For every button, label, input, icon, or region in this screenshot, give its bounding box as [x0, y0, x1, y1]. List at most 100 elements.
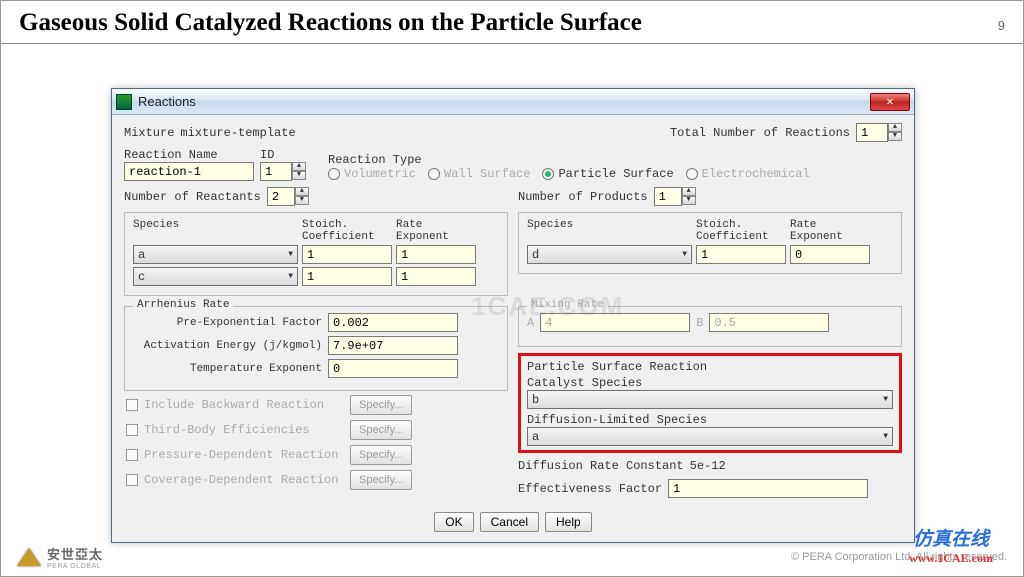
pre-exponential-label: Pre-Exponential Factor: [133, 317, 328, 329]
num-products-input[interactable]: [654, 187, 682, 206]
stamp-url: www.1CAE.com: [909, 551, 993, 566]
reactants-header-stoich: Stoich. Coefficient: [302, 219, 392, 243]
specify-button[interactable]: Specify...: [350, 445, 412, 465]
radio-wall-surface-label: Wall Surface: [444, 167, 530, 181]
psr-legend: Particle Surface Reaction: [527, 360, 893, 374]
reactant-species-dropdown[interactable]: c: [133, 267, 298, 286]
dropdown-value: d: [532, 248, 539, 262]
radio-particle-surface-label: Particle Surface: [558, 167, 673, 181]
titlebar[interactable]: Reactions ✕: [112, 89, 914, 115]
spinner-down[interactable]: ▼: [295, 196, 309, 205]
arrhenius-fieldset: Arrhenius Rate Pre-Exponential Factor Ac…: [124, 306, 508, 391]
mixture-value: mixture-template: [180, 126, 295, 140]
window-title: Reactions: [138, 94, 196, 109]
reactant-rate-input[interactable]: [396, 267, 476, 286]
total-reactions-input[interactable]: [856, 123, 888, 142]
reaction-name-label: Reaction Name: [124, 148, 254, 162]
ok-button[interactable]: OK: [434, 512, 473, 532]
radio-volumetric-label: Volumetric: [344, 167, 416, 181]
mixing-b-input: [709, 313, 829, 332]
page-number: 9: [998, 18, 1005, 33]
radio-electrochemical-label: Electrochemical: [702, 167, 810, 181]
dropdown-value: b: [532, 393, 539, 407]
diffusion-rate-constant-label: Diffusion Rate Constant: [518, 459, 684, 473]
dropdown-value: a: [532, 430, 539, 444]
checkbox-pressure-label: Pressure-Dependent Reaction: [144, 448, 344, 462]
overlay-stamp: 仿真在线 www.1CAE.com: [909, 524, 993, 566]
mixing-rate-fieldset: Mixing Rate A B: [518, 306, 902, 347]
radio-particle-surface[interactable]: [542, 168, 554, 180]
close-button[interactable]: ✕: [870, 93, 910, 111]
cancel-button[interactable]: Cancel: [480, 512, 539, 532]
dropdown-value: c: [138, 270, 145, 284]
reactions-dialog: Reactions ✕ Mixture mixture-template Tot…: [111, 88, 915, 543]
num-reactants-label: Number of Reactants: [124, 190, 261, 204]
reaction-name-input[interactable]: [124, 162, 254, 181]
help-button[interactable]: Help: [545, 512, 592, 532]
checkbox-backward-reaction[interactable]: [126, 399, 138, 411]
products-header-species: Species: [527, 219, 692, 243]
reactant-stoich-input[interactable]: [302, 267, 392, 286]
reaction-type-label: Reaction Type: [328, 153, 818, 167]
num-reactants-input[interactable]: [267, 187, 295, 206]
product-stoich-input[interactable]: [696, 245, 786, 264]
reactant-species-dropdown[interactable]: a: [133, 245, 298, 264]
catalyst-species-label: Catalyst Species: [527, 376, 893, 390]
products-header-stoich: Stoich. Coefficient: [696, 219, 786, 243]
diffusion-limited-species-dropdown[interactable]: a: [527, 427, 893, 446]
checkbox-coverage-label: Coverage-Dependent Reaction: [144, 473, 344, 487]
catalyst-species-dropdown[interactable]: b: [527, 390, 893, 409]
radio-electrochemical[interactable]: [686, 168, 698, 180]
radio-wall-surface[interactable]: [428, 168, 440, 180]
logo-triangle-icon: [17, 548, 41, 566]
num-products-label: Number of Products: [518, 190, 648, 204]
reaction-id-input[interactable]: [260, 162, 292, 181]
activation-energy-input[interactable]: [328, 336, 458, 355]
spinner-down[interactable]: ▼: [292, 171, 306, 180]
product-rate-input[interactable]: [790, 245, 870, 264]
effectiveness-factor-input[interactable]: [668, 479, 868, 498]
radio-volumetric[interactable]: [328, 168, 340, 180]
reaction-id-label: ID: [260, 148, 306, 162]
checkbox-third-body[interactable]: [126, 424, 138, 436]
mixing-b-label: B: [696, 316, 703, 330]
mixing-rate-legend: Mixing Rate: [527, 299, 608, 311]
footer-brand: 安世亞太: [47, 544, 103, 563]
specify-button[interactable]: Specify...: [350, 470, 412, 490]
slide-title: Gaseous Solid Catalyzed Reactions on the…: [19, 9, 642, 37]
reactant-rate-input[interactable]: [396, 245, 476, 264]
arrhenius-legend: Arrhenius Rate: [133, 299, 233, 311]
temperature-exponent-label: Temperature Exponent: [133, 363, 328, 375]
mixing-a-input: [540, 313, 690, 332]
diffusion-rate-constant-value: 5e-12: [690, 459, 726, 473]
reactants-header-rate: Rate Exponent: [396, 219, 476, 243]
specify-button[interactable]: Specify...: [350, 420, 412, 440]
effectiveness-factor-label: Effectiveness Factor: [518, 482, 662, 496]
products-header-rate: Rate Exponent: [790, 219, 870, 243]
spinner-up[interactable]: ▲: [682, 187, 696, 196]
pre-exponential-input[interactable]: [328, 313, 458, 332]
checkbox-third-body-label: Third-Body Efficiencies: [144, 423, 344, 437]
temperature-exponent-input[interactable]: [328, 359, 458, 378]
spinner-up[interactable]: ▲: [888, 123, 902, 132]
specify-button[interactable]: Specify...: [350, 395, 412, 415]
stamp-cn: 仿真在线: [909, 524, 993, 551]
mixing-a-label: A: [527, 316, 534, 330]
spinner-down[interactable]: ▼: [888, 132, 902, 141]
product-species-dropdown[interactable]: d: [527, 245, 692, 264]
spinner-down[interactable]: ▼: [682, 196, 696, 205]
particle-surface-highlight: Particle Surface Reaction Catalyst Speci…: [518, 353, 902, 453]
mixture-label: Mixture: [124, 126, 174, 140]
total-reactions-label: Total Number of Reactions: [670, 126, 850, 140]
reactants-header-species: Species: [133, 219, 298, 243]
diffusion-limited-species-label: Diffusion-Limited Species: [527, 413, 893, 427]
footer-brand-sub: PERA GLOBAL: [47, 563, 103, 570]
checkbox-coverage[interactable]: [126, 474, 138, 486]
reactant-stoich-input[interactable]: [302, 245, 392, 264]
app-icon: [116, 94, 132, 110]
spinner-up[interactable]: ▲: [292, 162, 306, 171]
footer-logo: 安世亞太 PERA GLOBAL: [17, 544, 103, 570]
dropdown-value: a: [138, 248, 145, 262]
activation-energy-label: Activation Energy (j/kgmol): [133, 340, 328, 352]
spinner-up[interactable]: ▲: [295, 187, 309, 196]
